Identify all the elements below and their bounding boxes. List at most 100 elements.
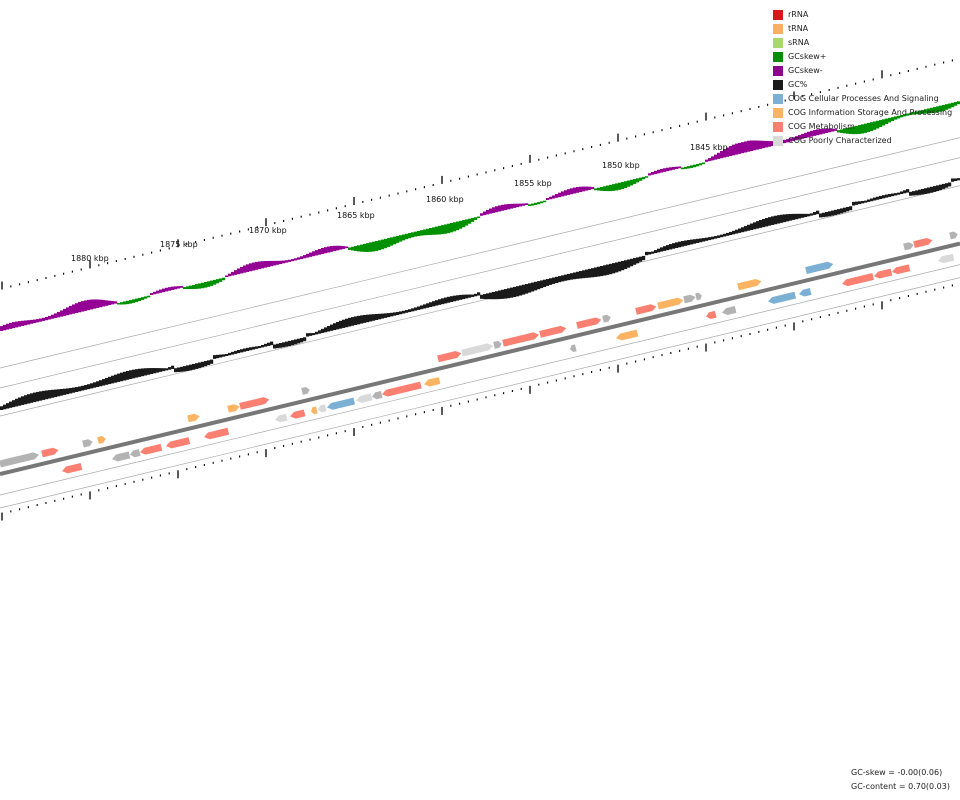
gc-content-bar (432, 301, 436, 307)
gene-feature (799, 288, 812, 297)
gc-content-bar (234, 350, 238, 354)
gc-content-bar (699, 238, 703, 243)
gc-skew-bar (933, 107, 937, 113)
gc-content-bar (198, 362, 202, 369)
gc-content-bar (531, 282, 535, 292)
gc-skew-bar (648, 173, 652, 176)
track-guide-lines (0, 137, 960, 509)
gc-content-bar (345, 318, 349, 328)
gc-content-bar (876, 196, 880, 200)
gc-skew-bar (393, 236, 397, 245)
gc-skew-bar (447, 223, 451, 234)
gc-content-bar (144, 368, 148, 376)
gc-content-bar (87, 384, 91, 390)
gc-skew-bar (453, 222, 457, 232)
gc-skew-bar (786, 139, 790, 143)
gc-content-bar (573, 272, 577, 280)
gc-skew-bar (432, 227, 436, 235)
gc-content-bar (264, 343, 268, 347)
gc-skew-bar (600, 187, 604, 191)
gc-skew-bar (807, 131, 811, 138)
gc-content-bar (600, 266, 604, 277)
gc-skew-bar (90, 299, 94, 310)
gc-skew-bar (714, 154, 718, 160)
gc-skew-bar (450, 223, 454, 233)
gc-skew-bar (261, 261, 265, 269)
gc-content-bar (333, 323, 337, 331)
gc-content-bar (291, 340, 295, 346)
gc-content-bar (744, 226, 748, 232)
gc-content-bar (399, 311, 403, 315)
gc-skew-bar (888, 117, 892, 123)
gc-skew-bar (687, 166, 691, 169)
gc-skew-bar (864, 123, 868, 133)
gc-content-bar (318, 330, 322, 334)
gc-content-bar (648, 251, 652, 255)
scale-labels: 1880 kbp 1875 kbp 1870 kbp 1865 kbp 1860… (71, 143, 728, 263)
gc-content-bar (9, 401, 13, 408)
gc-content-bar (933, 186, 937, 192)
gc-skew-bar (492, 207, 496, 213)
gc-skew-bar (558, 192, 562, 198)
gc-content-bar (90, 383, 94, 389)
gc-content-bar (930, 186, 934, 193)
gene-feature (616, 329, 639, 341)
gc-content-bar (129, 370, 133, 380)
gc-content-bar (438, 299, 442, 305)
backbone-line (0, 241, 960, 476)
gc-skew-bar (213, 279, 217, 285)
gc-content-bar (957, 178, 960, 181)
gc-skew-bar (792, 137, 796, 141)
gc-skew-bar (249, 263, 253, 272)
gc-skew-bar (78, 302, 82, 313)
gc-content-bar (390, 312, 394, 317)
gc-skew-bar (375, 241, 379, 251)
gc-content-bar (534, 281, 538, 291)
legend-label: GCskew- (788, 66, 823, 75)
gc-content-bar (627, 259, 631, 268)
gc-skew-bar (123, 301, 127, 305)
gc-skew-bar (951, 102, 955, 108)
gc-skew-bar (510, 203, 514, 209)
gc-content-bar (180, 366, 184, 372)
gc-content-bar (219, 354, 223, 358)
gc-content-bar (903, 190, 907, 194)
gene-feature (130, 449, 141, 458)
gc-content-bar (201, 361, 205, 368)
gc-skew-bar (810, 130, 814, 137)
gc-content-bar (357, 315, 361, 325)
gene-feature (657, 297, 684, 310)
gene-feature (140, 443, 163, 455)
gene-feature (913, 237, 933, 249)
gc-content-bar (738, 228, 742, 233)
gene-features (0, 231, 958, 474)
gc-skew-bar (528, 204, 532, 206)
gc-content-bar (489, 292, 493, 300)
gc-content-bar (849, 206, 853, 211)
gc-skew-track (0, 101, 960, 331)
gc-content-bar (240, 349, 244, 353)
gene-feature (949, 231, 958, 240)
gc-skew-bar (657, 169, 661, 174)
gc-content-bar (771, 216, 775, 225)
gc-skew-bar (897, 115, 901, 119)
gc-content-bar (477, 292, 481, 296)
gc-skew-bar (873, 121, 877, 130)
gc-skew-bar (957, 101, 960, 105)
gene-feature (938, 253, 955, 264)
gc-skew-bar (669, 167, 673, 171)
gc-skew-bar (465, 219, 469, 226)
gc-content-bar (315, 331, 319, 335)
gc-content-bar (486, 293, 490, 300)
gc-skew-bar (624, 181, 628, 188)
gc-content-bar (666, 245, 670, 251)
gc-skew-bar (186, 286, 190, 290)
gc-skew-bar (171, 286, 175, 290)
gc-content-bar (864, 200, 868, 203)
gene-feature (0, 452, 39, 468)
gc-content-bar (831, 210, 835, 216)
gc-skew-bar (852, 126, 856, 135)
gc-skew-bar (579, 186, 583, 193)
gc-content-bar (867, 199, 871, 202)
gc-skew-bar (159, 289, 163, 293)
